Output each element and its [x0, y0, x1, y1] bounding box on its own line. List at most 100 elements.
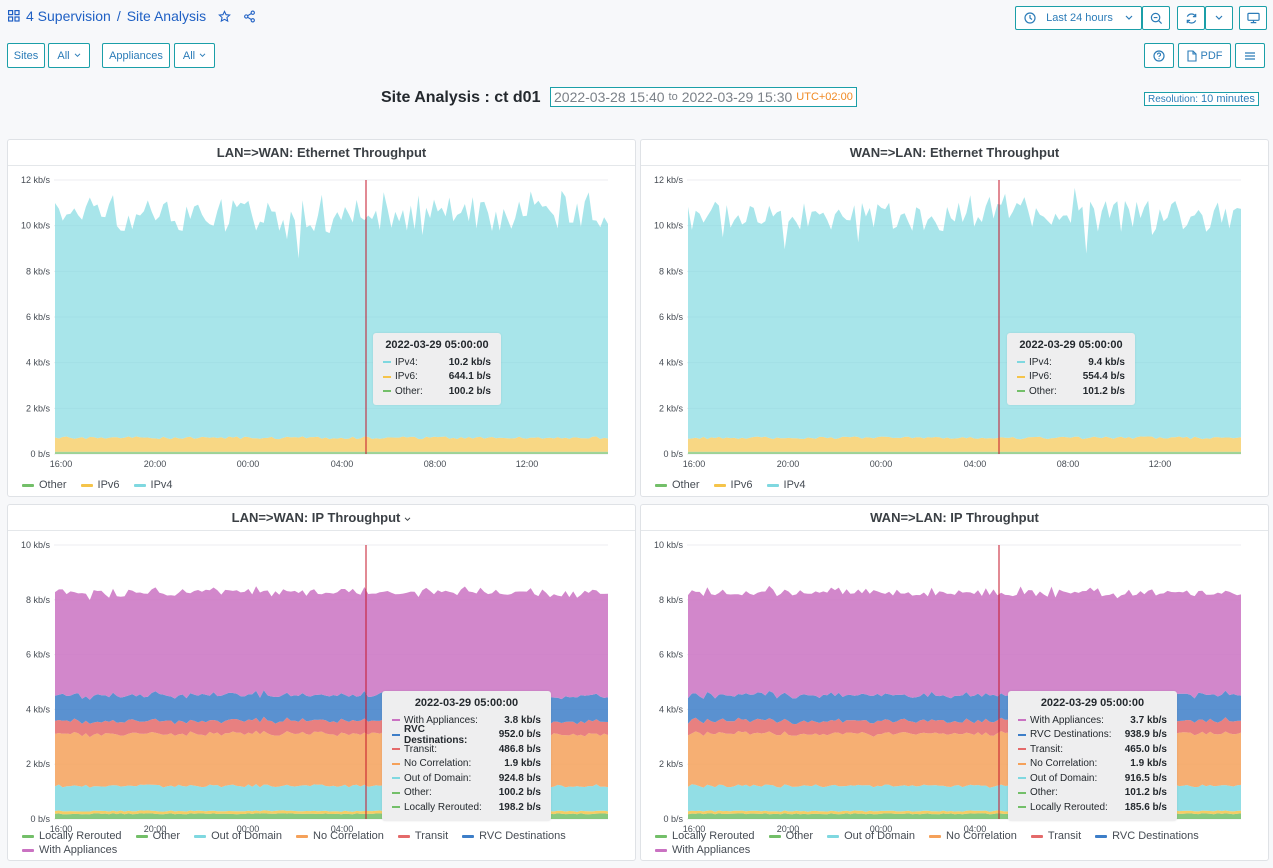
chart-legend: Other IPv6 IPv4: [655, 479, 806, 491]
tooltip-swatch: [1018, 748, 1026, 751]
panel-title[interactable]: LAN=>WAN: IP Throughput: [8, 505, 635, 531]
tooltip-row: IPv6: 644.1 b/s: [383, 370, 491, 385]
tooltip-value: 101.2 b/s: [1082, 385, 1125, 397]
tooltip-row: RVC Destinations: 952.0 b/s: [392, 724, 541, 746]
tooltip-value: 3.8 kb/s: [504, 714, 541, 726]
tooltip-row: IPv4: 10.2 kb/s: [383, 355, 491, 370]
chevron-down-icon[interactable]: [404, 510, 411, 525]
y-tick-label: 0 b/s: [30, 449, 50, 459]
series-ipv4[interactable]: [688, 187, 1241, 440]
x-tick-label: 16:00: [50, 824, 73, 834]
series-other[interactable]: [55, 451, 608, 454]
series-with-appliances[interactable]: [55, 586, 608, 700]
tooltip-value: 185.6 b/s: [1124, 801, 1167, 813]
tooltip-swatch: [1018, 733, 1026, 736]
refresh-button[interactable]: [1177, 6, 1205, 30]
legend-item[interactable]: RVC Destinations: [462, 830, 566, 842]
tooltip-value: 554.4 b/s: [1082, 371, 1125, 383]
legend-item[interactable]: With Appliances: [22, 844, 117, 856]
x-tick-label: 04:00: [964, 459, 987, 469]
legend-item[interactable]: Other: [135, 830, 180, 842]
appliances-filter-select[interactable]: All: [174, 43, 215, 68]
breadcrumb-current[interactable]: Site Analysis: [126, 8, 207, 24]
legend-item[interactable]: IPv6: [713, 479, 753, 491]
menu-button[interactable]: [1235, 43, 1265, 68]
panel-title[interactable]: WAN=>LAN: Ethernet Throughput: [641, 140, 1268, 166]
dashboard-grid-icon[interactable]: [8, 10, 20, 22]
export-pdf-button[interactable]: PDF: [1178, 43, 1231, 68]
sites-filter-label[interactable]: Sites: [7, 43, 45, 68]
resolution-value: 10 minutes: [1201, 93, 1255, 105]
legend-item[interactable]: Transit: [397, 830, 448, 842]
share-icon[interactable]: [243, 10, 256, 23]
series-ipv4[interactable]: [55, 190, 608, 440]
chart-legend: Locally Rerouted Other Out of Domain No Cor…: [655, 830, 1255, 856]
legend-item[interactable]: Other: [655, 479, 700, 491]
x-tick-label: 00:00: [237, 824, 260, 834]
ethernet-throughput-chart[interactable]: 0 b/s 2 kb/s 4 kb/s 6 kb/s 8 kb/s 10 kb/s 12 k…: [641, 166, 1268, 472]
legend-item[interactable]: Other: [22, 479, 67, 491]
breadcrumb-parent[interactable]: 4 Supervision: [26, 8, 111, 24]
tooltip-label: IPv4:: [1029, 356, 1052, 368]
legend-label: With Appliances: [672, 844, 751, 856]
series-ipv6[interactable]: [688, 436, 1241, 452]
series-with-appliances[interactable]: [688, 585, 1241, 699]
tooltip-swatch: [1017, 390, 1025, 393]
tooltip-value: 10.2 kb/s: [448, 356, 491, 368]
zoom-out-icon: [1150, 12, 1163, 25]
tooltip-value: 938.9 b/s: [1124, 729, 1167, 741]
y-tick-label: 2 kb/s: [659, 759, 684, 769]
tooltip-value: 916.5 b/s: [1124, 772, 1167, 784]
panel-title[interactable]: WAN=>LAN: IP Throughput: [641, 505, 1268, 531]
sites-filter-select[interactable]: All: [48, 43, 90, 68]
tooltip-label: Other:: [1029, 385, 1057, 397]
help-button[interactable]: [1144, 43, 1174, 68]
legend-item[interactable]: With Appliances: [655, 844, 750, 856]
appliances-filter-label[interactable]: Appliances: [102, 43, 170, 68]
breadcrumb: 4 Supervision / Site Analysis: [8, 8, 256, 24]
legend-label: Other: [39, 479, 67, 491]
legend-swatch: [768, 834, 781, 838]
series-other[interactable]: [688, 451, 1241, 454]
legend-swatch: [397, 834, 410, 838]
tooltip-swatch: [392, 806, 400, 809]
zoom-out-button[interactable]: [1142, 6, 1170, 30]
tooltip-row: Locally Rerouted: 198.2 b/s: [392, 800, 541, 815]
tv-mode-button[interactable]: [1239, 6, 1267, 30]
legend-item[interactable]: Out of Domain: [827, 830, 915, 842]
panel-title[interactable]: LAN=>WAN: Ethernet Throughput: [8, 140, 635, 166]
time-range-picker[interactable]: Last 24 hours: [1015, 6, 1142, 30]
legend-label: With Appliances: [39, 844, 118, 856]
refresh-icon: [1185, 12, 1198, 25]
legend-item[interactable]: Out of Domain: [194, 830, 282, 842]
x-tick-label: 08:00: [1057, 459, 1080, 469]
legend-swatch: [655, 848, 667, 852]
legend-swatch: [713, 483, 726, 487]
legend-item[interactable]: Transit: [1030, 830, 1081, 842]
tooltip-swatch: [392, 762, 400, 765]
y-tick-label: 6 kb/s: [26, 650, 51, 660]
legend-item[interactable]: IPv4: [766, 479, 806, 491]
legend-item[interactable]: IPv6: [80, 479, 120, 491]
y-tick-label: 10 kb/s: [654, 221, 684, 231]
tooltip-row: Other: 101.2 b/s: [1018, 786, 1167, 801]
legend-item[interactable]: Other: [768, 830, 813, 842]
panel-wan-lan-ip: WAN=>LAN: IP Throughput 0 b/s 2 kb/s 4 kb/…: [640, 504, 1269, 861]
ethernet-throughput-chart[interactable]: 0 b/s 2 kb/s 4 kb/s 6 kb/s 8 kb/s 10 kb/s 12 k…: [8, 166, 635, 472]
help-icon: [1153, 49, 1165, 62]
tooltip-label: Out of Domain:: [1030, 772, 1098, 784]
tooltip-value: 100.2 b/s: [498, 787, 541, 799]
tooltip-swatch: [392, 748, 400, 751]
legend-item[interactable]: Locally Rerouted: [655, 830, 755, 842]
star-icon[interactable]: [218, 9, 232, 23]
legend-item[interactable]: Locally Rerouted: [22, 830, 122, 842]
legend-swatch: [1030, 834, 1043, 838]
tooltip-label: RVC Destinations:: [404, 723, 468, 746]
legend-item[interactable]: RVC Destinations: [1095, 830, 1199, 842]
range-from: 2022-03-28 15:40: [554, 89, 665, 105]
legend-item[interactable]: No Correlation: [929, 830, 1017, 842]
refresh-interval-dropdown[interactable]: [1205, 6, 1233, 30]
legend-item[interactable]: IPv4: [133, 479, 173, 491]
legend-item[interactable]: No Correlation: [296, 830, 384, 842]
series-ipv6[interactable]: [55, 436, 608, 452]
